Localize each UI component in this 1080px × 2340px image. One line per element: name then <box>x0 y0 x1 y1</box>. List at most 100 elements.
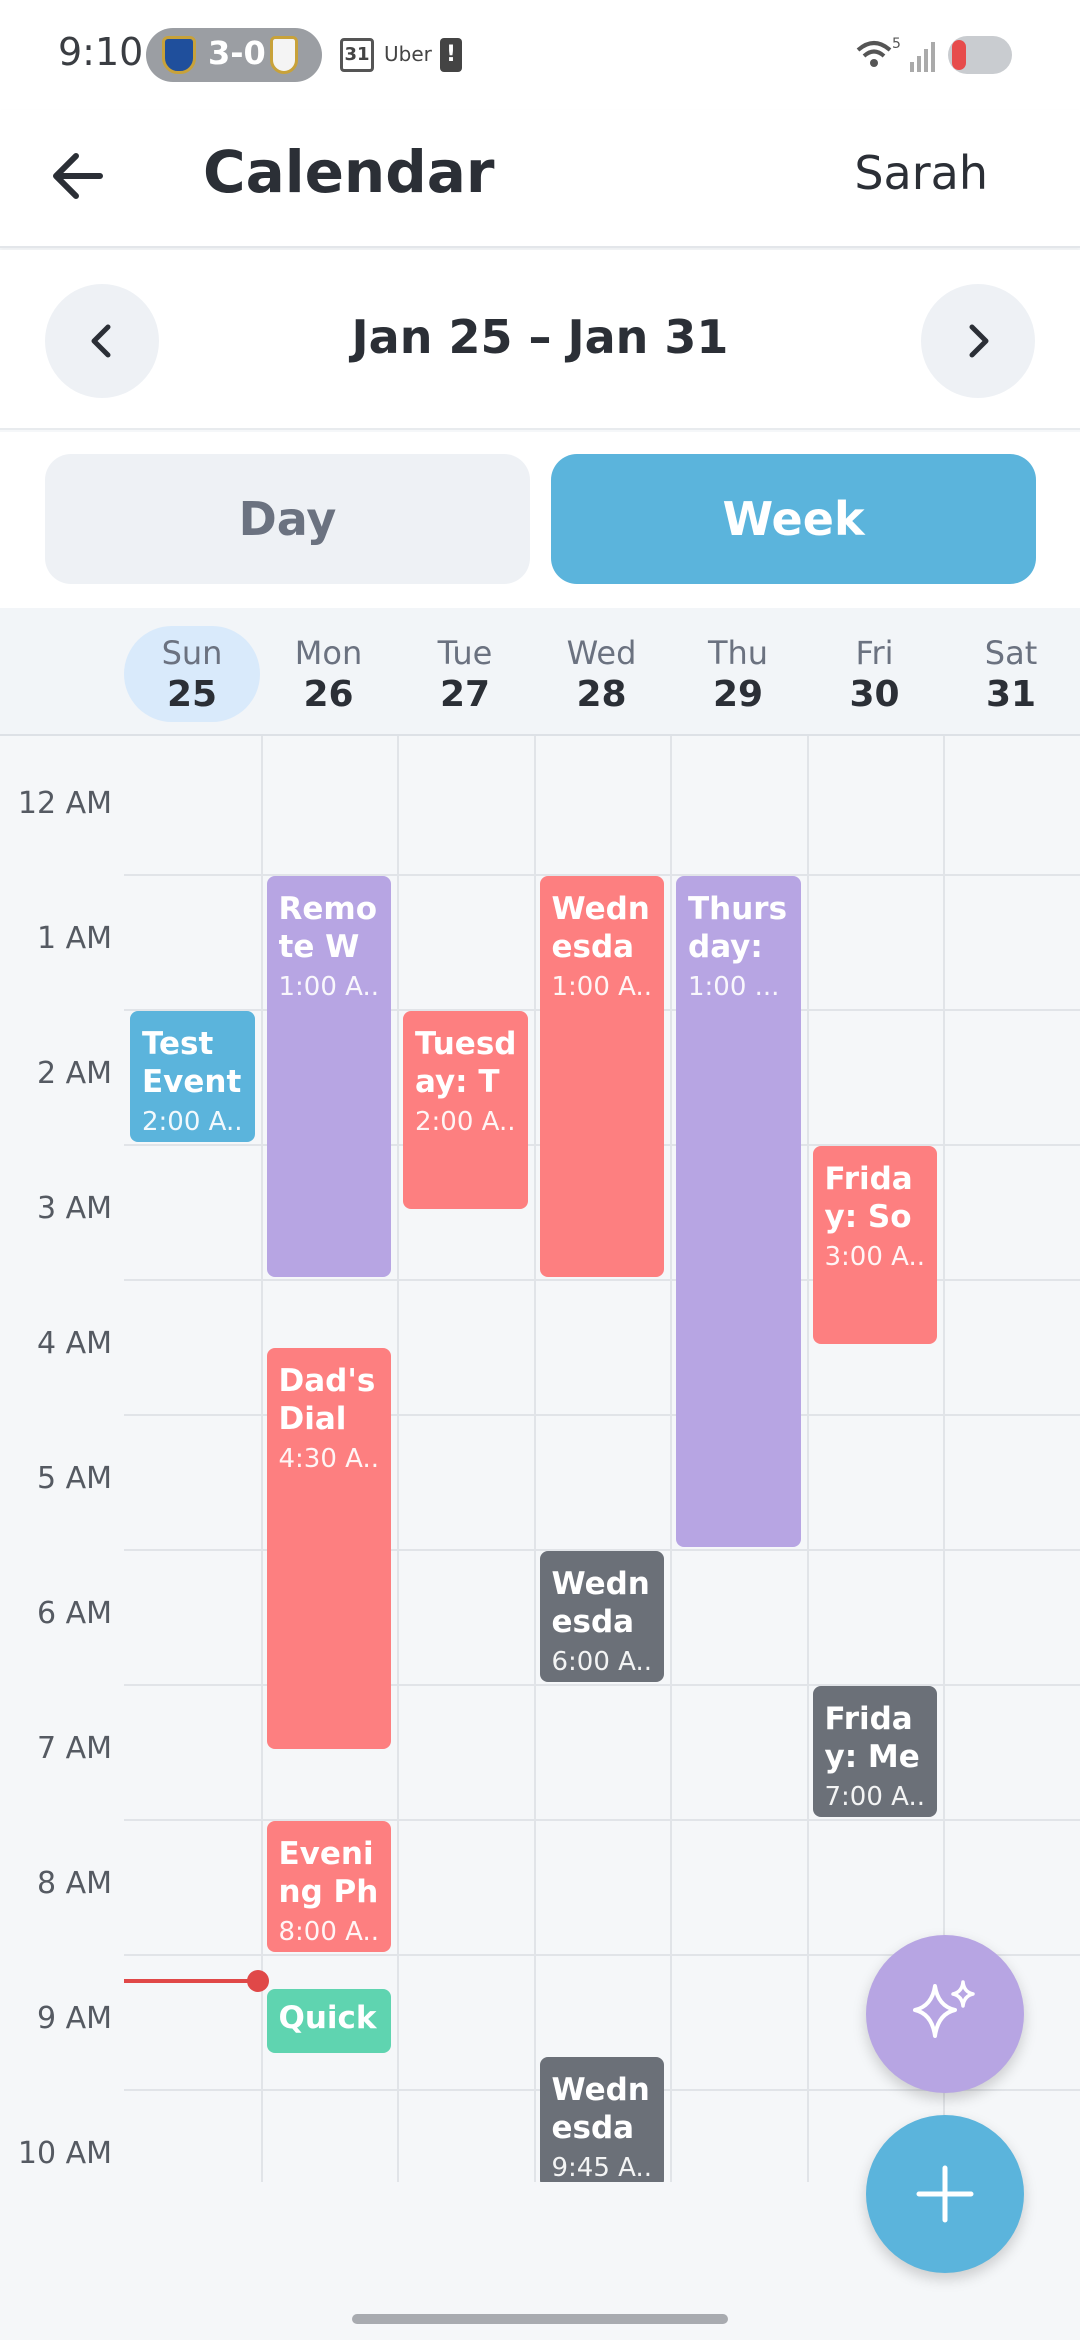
calendar-event[interactable]: Evening Phy... 8:00 A... <box>266 1820 391 1952</box>
event-title: Wednesday: ... <box>551 2071 650 2146</box>
event-title: Friday: Socia... <box>824 1160 913 1235</box>
hour-gridline <box>124 1278 1080 1281</box>
day-header-fri[interactable]: Fri 30 <box>807 626 943 722</box>
wifi-badge: 5 <box>892 36 900 52</box>
grid-column-divider <box>806 736 809 2182</box>
calendar-notification-icon: 31 <box>340 38 374 72</box>
event-title: Tuesday: Th... <box>415 1025 517 1100</box>
calendar-event[interactable]: Tuesday: Th... 2:00 A... <box>403 1010 528 1209</box>
event-title: Wednesday: ... <box>551 890 650 965</box>
event-time: 9:45 A... <box>551 2152 655 2182</box>
event-title: Test Event <box>142 1025 242 1100</box>
sparkle-icon <box>913 1980 975 2038</box>
event-time: 2:00 A... <box>142 1106 245 1137</box>
day-header-thu[interactable]: Thu 29 <box>670 626 806 722</box>
current-time-line <box>124 1978 248 1983</box>
day-number: 31 <box>985 674 1037 715</box>
event-title: Remote Wo... <box>278 890 378 965</box>
hour-label: 12 AM <box>17 786 112 821</box>
day-name: Wed <box>566 634 637 672</box>
event-title: Thursday: R... <box>688 890 788 965</box>
calendar-event[interactable]: Test Event 2:00 A... <box>130 1010 255 1142</box>
alert-notification-icon: ! <box>440 38 462 72</box>
event-title: Quick <box>278 2000 377 2037</box>
calendar-event[interactable]: Thursday: R... 1:00 ... <box>676 875 801 1547</box>
week-grid[interactable]: 12 AM 1 AM 2 AM 3 AM 4 AM 5 AM 6 AM 7 AM 8 AM 9 A… <box>0 736 1080 2182</box>
grid-column-divider <box>670 736 672 2182</box>
week-view-button[interactable]: Week <box>551 454 1036 584</box>
hour-gridline <box>124 1818 1080 1821</box>
status-bar: 9:10 3-0 31 Uber ! 5 <box>0 0 1080 110</box>
event-time: 3:00 A... <box>824 1241 928 1272</box>
chevron-left-icon <box>91 324 111 358</box>
day-name: Fri <box>855 634 894 672</box>
opponent-crest-icon <box>270 36 298 74</box>
event-time: 1:00 A... <box>278 971 382 1002</box>
day-header-tue[interactable]: Tue 27 <box>397 626 533 722</box>
day-name: Mon <box>294 634 363 672</box>
uber-notification-icon: Uber <box>384 42 432 66</box>
day-number: 29 <box>712 674 764 715</box>
calendar-event[interactable]: Wednesday: ... 9:45 A... <box>539 2056 664 2182</box>
day-header-mon[interactable]: Mon 26 <box>261 626 397 722</box>
day-number: 28 <box>576 674 627 715</box>
page-title: Calendar <box>203 138 495 206</box>
hour-label: 1 AM <box>36 921 112 956</box>
hour-gridline <box>124 1413 1080 1416</box>
add-event-button[interactable] <box>866 2115 1024 2273</box>
home-indicator <box>352 2314 728 2324</box>
calendar-event[interactable]: Friday: Socia... 3:00 A... <box>812 1145 937 1344</box>
hour-gridline <box>124 1683 1080 1686</box>
hour-gridline <box>124 873 1080 876</box>
wifi-icon: 5 <box>854 36 901 76</box>
calendar-event[interactable]: Dad's Dialy... 4:30 A... <box>266 1348 391 1749</box>
back-button[interactable] <box>44 140 116 212</box>
ai-assistant-button[interactable] <box>866 1935 1024 2093</box>
event-time: 2:00 A... <box>415 1106 518 1137</box>
calendar-event[interactable]: Remote Wo... 1:00 A... <box>266 875 391 1277</box>
calendar-event[interactable]: Friday: Meal ... 7:00 A... <box>812 1685 937 1817</box>
hour-label: 3 AM <box>36 1191 112 1226</box>
current-time-dot <box>246 1969 269 1992</box>
plus-icon <box>916 2165 974 2223</box>
day-view-button[interactable]: Day <box>45 454 530 584</box>
status-time: 9:10 <box>58 30 144 74</box>
hour-label: 6 AM <box>36 1596 112 1631</box>
day-header-wed[interactable]: Wed 28 <box>534 626 670 722</box>
calendar-event[interactable]: Wednesday: ... 6:00 A... <box>539 1550 664 1682</box>
event-time: 6:00 A... <box>551 1646 655 1677</box>
day-header-sun[interactable]: Sun 25 <box>124 626 260 722</box>
hour-label: 7 AM <box>36 1731 112 1766</box>
event-time: 7:00 A... <box>824 1781 928 1812</box>
hour-label: 9 AM <box>36 2001 112 2036</box>
event-time: 1:00 A... <box>551 971 655 1002</box>
day-header-row: Sun 25 Mon 26 Tue 27 Wed 28 Thu 29 Fri 30 Sat 31 <box>0 608 1080 736</box>
hour-label: 10 AM <box>17 2136 112 2171</box>
sports-score: 3-0 <box>208 34 266 72</box>
event-title: Dad's Dialy... <box>278 1363 376 1437</box>
hour-label: 8 AM <box>36 1866 112 1901</box>
event-time: 1:00 ... <box>688 971 780 1002</box>
week-navigation: Jan 25 – Jan 31 <box>0 250 1080 430</box>
calendar-event[interactable]: Quick <box>266 1989 391 2053</box>
day-header-sat[interactable]: Sat 31 <box>943 626 1079 722</box>
event-time: 8:00 A... <box>278 1916 382 1947</box>
hour-label: 5 AM <box>36 1461 112 1496</box>
signal-icon <box>910 38 940 76</box>
event-title: Evening Phy... <box>278 1835 379 1910</box>
hour-label: 4 AM <box>36 1326 112 1361</box>
grid-column-divider <box>260 736 263 2182</box>
day-number: 27 <box>439 674 491 715</box>
day-number: 30 <box>849 674 900 715</box>
previous-week-button[interactable] <box>45 284 159 398</box>
day-number: 25 <box>166 674 218 715</box>
next-week-button[interactable] <box>921 284 1035 398</box>
hour-gridline <box>124 1953 1080 1956</box>
day-name: Thu <box>707 634 769 672</box>
view-toggle: Day Week <box>0 432 1080 608</box>
calendar-event[interactable]: Wednesday: ... 1:00 A... <box>539 875 664 1277</box>
day-name: Sun <box>161 634 223 672</box>
user-name[interactable]: Sarah <box>854 146 988 200</box>
grid-column-divider <box>397 736 399 2182</box>
day-number: 26 <box>303 674 354 715</box>
